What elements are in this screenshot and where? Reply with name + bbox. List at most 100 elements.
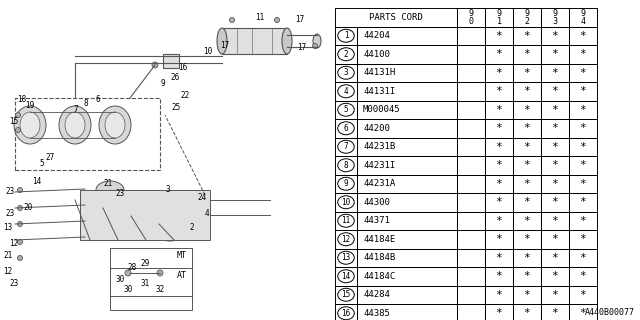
Bar [569,82,597,100]
Bar [569,174,597,193]
Bar [335,45,357,63]
Bar [15,98,160,170]
Text: *: * [580,123,586,133]
Text: 3: 3 [166,186,170,195]
Bar [335,63,357,82]
Bar [485,230,513,249]
Bar [513,138,541,156]
Text: *: * [495,86,502,96]
Bar [357,267,457,285]
Bar [485,27,513,45]
Text: 44231I: 44231I [363,161,396,170]
Bar [513,100,541,119]
Bar [569,27,597,45]
Text: 23: 23 [10,279,19,289]
Text: *: * [552,271,558,281]
Text: 15: 15 [341,290,351,299]
Text: *: * [495,271,502,281]
Bar [357,193,457,212]
Bar [485,304,513,320]
Text: 16: 16 [179,62,188,71]
Bar [541,63,569,82]
Text: *: * [495,160,502,170]
Text: 6: 6 [344,124,348,133]
Text: *: * [552,86,558,96]
Bar [569,100,597,119]
Text: *: * [580,253,586,263]
Bar [357,156,457,174]
Bar [541,267,569,285]
Bar [457,8,485,27]
Text: *: * [524,123,531,133]
Text: 9: 9 [344,179,348,188]
Text: 5: 5 [40,158,44,167]
Ellipse shape [17,239,22,244]
Bar [335,230,357,249]
Text: *: * [524,234,531,244]
Bar [457,174,485,193]
Text: *: * [552,31,558,41]
Bar [163,54,179,68]
Text: 15: 15 [10,117,19,126]
Text: 14: 14 [341,272,351,281]
Ellipse shape [125,270,131,276]
Text: 2: 2 [344,50,348,59]
Text: 44284: 44284 [363,290,390,299]
Text: 10: 10 [341,198,351,207]
Bar [569,249,597,267]
Text: 30: 30 [115,276,125,284]
Text: *: * [552,142,558,152]
Text: 8: 8 [344,161,348,170]
Bar [457,27,485,45]
Ellipse shape [156,223,184,241]
Ellipse shape [17,205,22,211]
Bar [569,156,597,174]
Bar [541,285,569,304]
Bar [485,212,513,230]
Text: 23: 23 [5,209,15,218]
Text: 29: 29 [140,259,150,268]
Ellipse shape [59,106,91,144]
Bar [541,230,569,249]
Text: MT: MT [177,252,187,260]
Text: *: * [580,105,586,115]
Text: 1: 1 [344,31,348,40]
Bar [513,267,541,285]
Bar [335,193,357,212]
Ellipse shape [312,44,317,49]
Bar [541,156,569,174]
Bar [357,304,457,320]
Bar [569,285,597,304]
Text: *: * [524,216,531,226]
Bar [541,304,569,320]
Bar [457,304,485,320]
Bar [541,249,569,267]
Bar [513,285,541,304]
Text: 11: 11 [341,216,351,225]
Ellipse shape [17,221,22,227]
Text: PARTS CORD: PARTS CORD [369,13,423,22]
Text: *: * [580,86,586,96]
Bar [513,174,541,193]
Text: 13: 13 [341,253,351,262]
Text: *: * [524,197,531,207]
Ellipse shape [65,112,85,138]
Text: 24: 24 [197,194,207,203]
Bar [513,27,541,45]
Text: 9: 9 [580,9,586,18]
Text: *: * [495,234,502,244]
Text: *: * [524,253,531,263]
Ellipse shape [136,209,164,227]
Bar [485,249,513,267]
Text: *: * [552,68,558,78]
Bar [357,285,457,304]
Ellipse shape [14,106,46,144]
Bar [485,138,513,156]
Text: 9: 9 [525,9,529,18]
Text: *: * [524,142,531,152]
Bar [485,193,513,212]
Text: *: * [495,216,502,226]
Text: 18: 18 [17,95,27,105]
Text: 12: 12 [10,238,19,247]
Bar [457,138,485,156]
